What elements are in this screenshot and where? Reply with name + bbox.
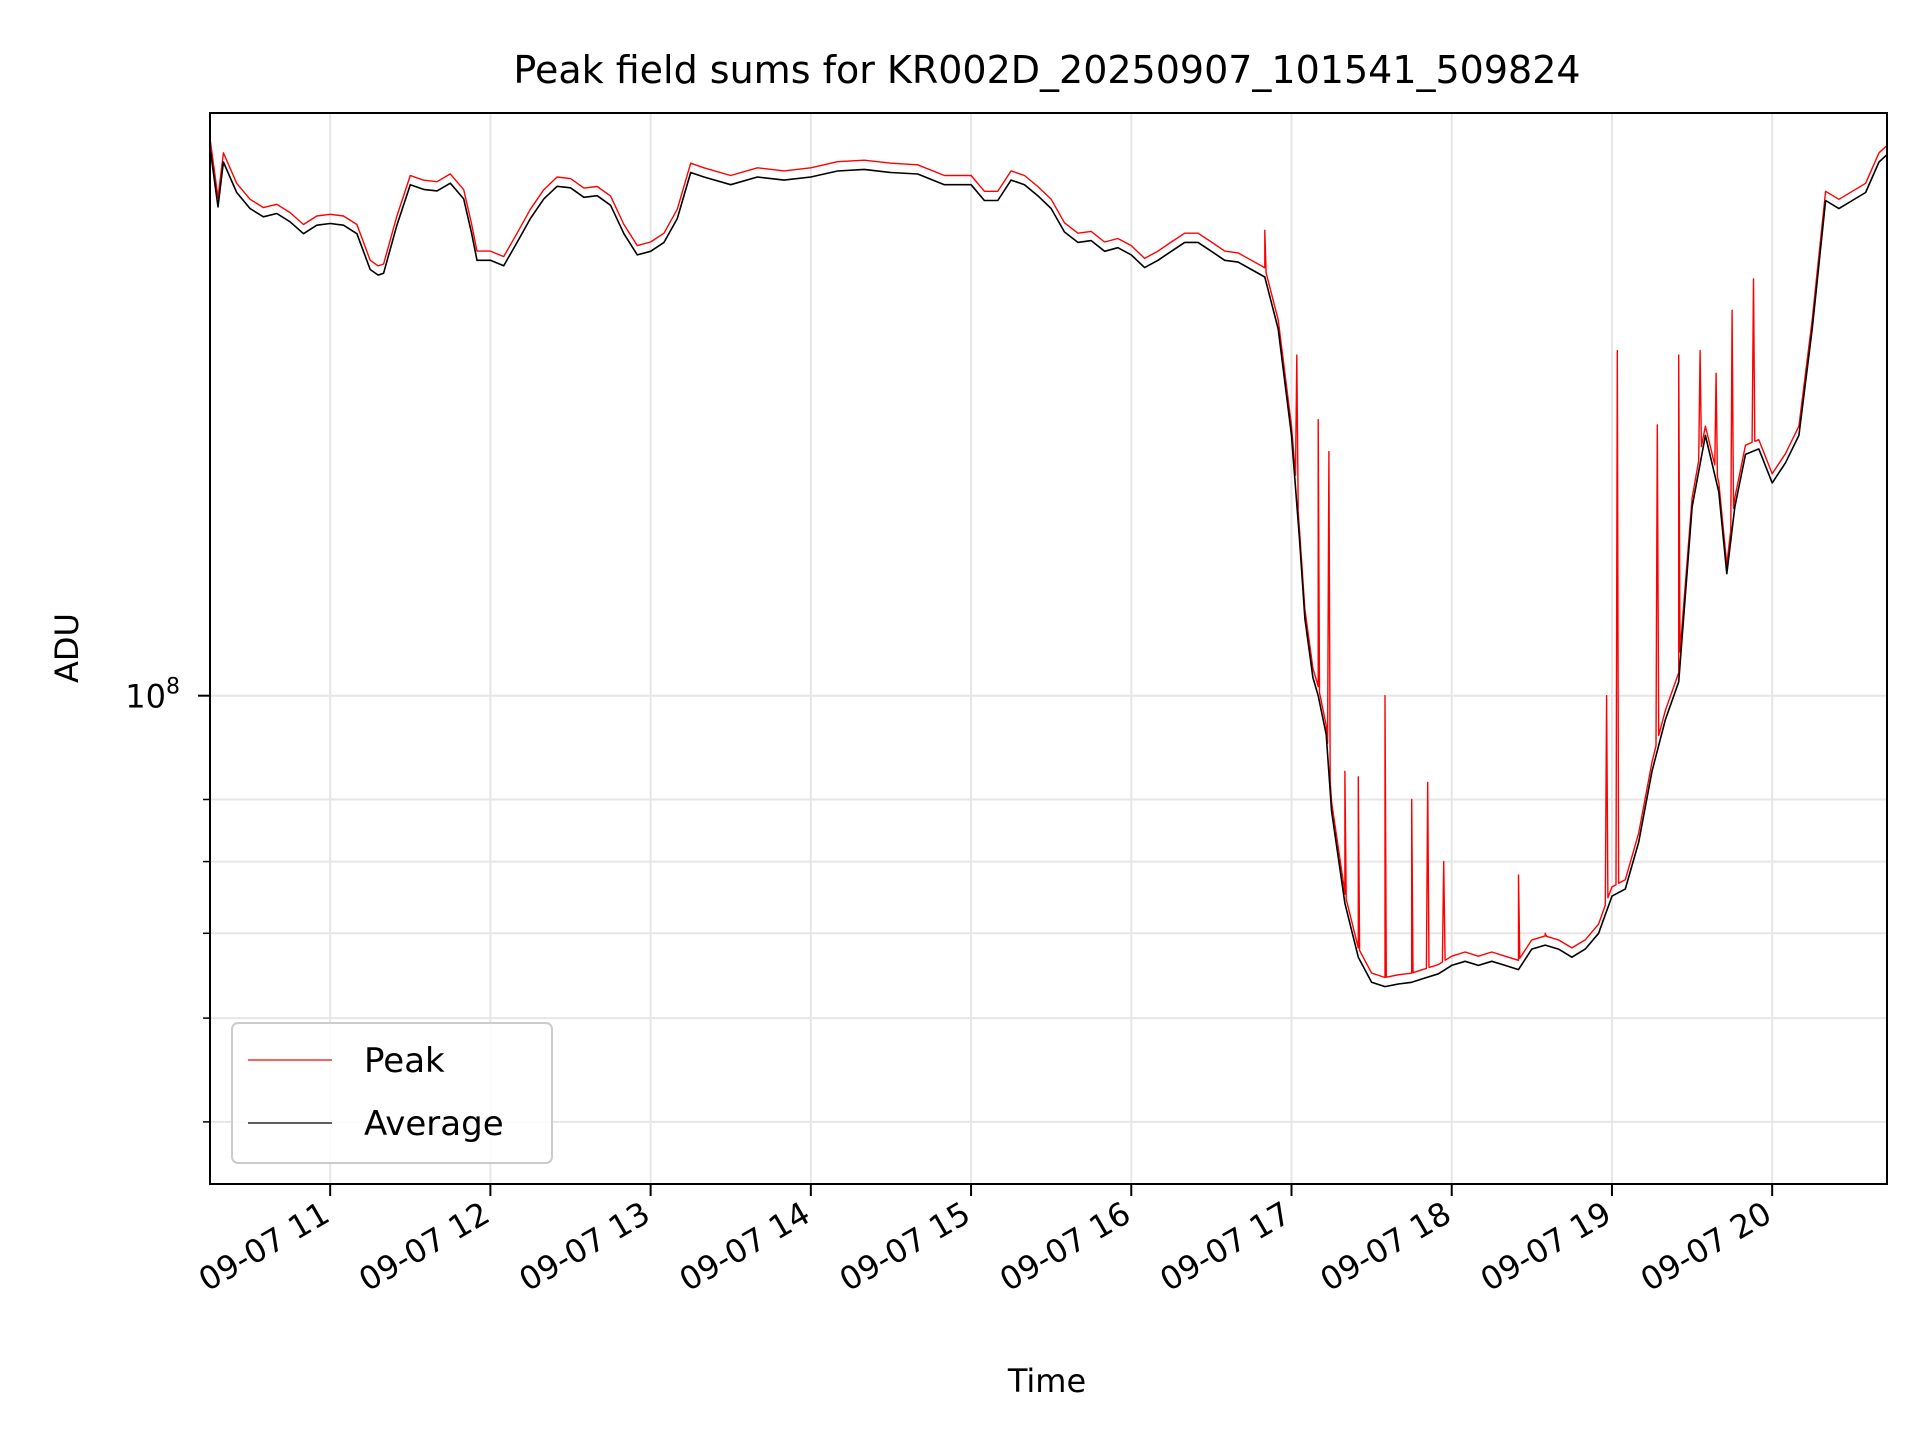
plot-lines <box>209 138 1888 988</box>
series-average-line <box>209 147 1888 988</box>
legend-label-average: Average <box>364 1104 504 1144</box>
grid <box>210 113 1887 1184</box>
y-axis-ticks: 108 <box>125 675 210 1123</box>
y-tick-label: 108 <box>125 675 180 716</box>
y-tick-label-base: 10 <box>125 678 166 716</box>
y-tick-label-exponent: 8 <box>166 675 180 700</box>
legend-label-peak: Peak <box>364 1041 445 1081</box>
legend-box <box>231 1022 553 1164</box>
x-axis-label: Time <box>1007 1362 1086 1400</box>
chart-title: Peak field sums for KR002D_20250907_1015… <box>513 48 1580 92</box>
y-axis-label: ADU <box>48 613 86 683</box>
axes-frame <box>209 112 1888 1185</box>
legend: Peak Average <box>231 1022 553 1164</box>
